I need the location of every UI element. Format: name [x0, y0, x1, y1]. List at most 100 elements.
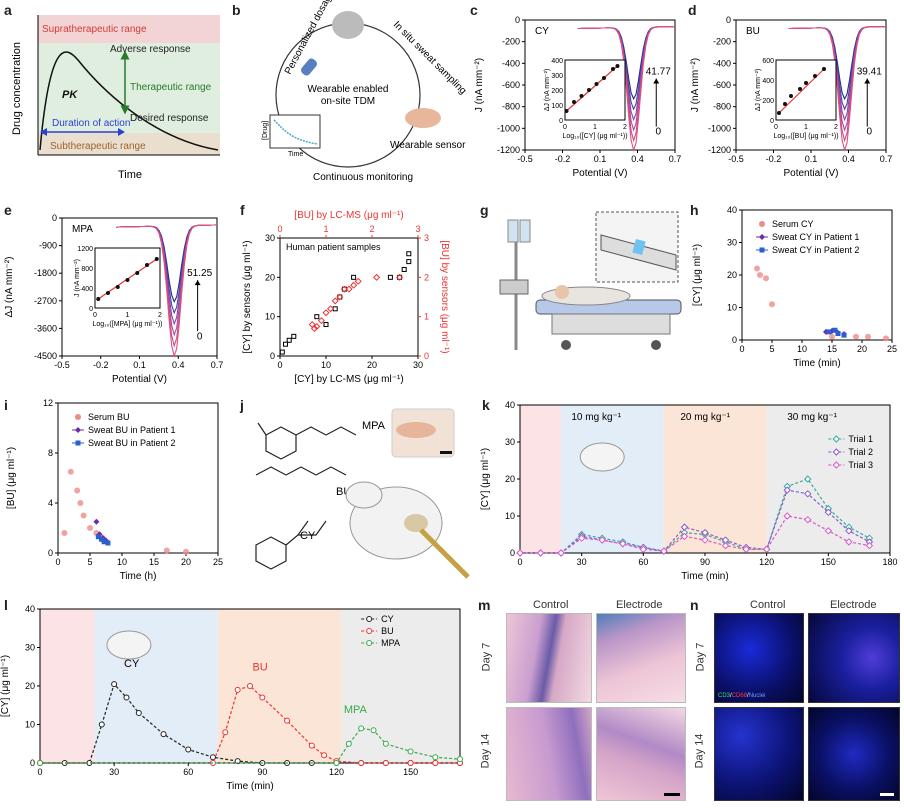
- inset-point: [594, 82, 599, 86]
- data-point: [457, 756, 463, 763]
- bu-point: [313, 322, 321, 331]
- peak-label-mpa: MPA: [344, 704, 368, 716]
- inset-point: [602, 76, 606, 80]
- x-tick-label: 120: [759, 557, 774, 567]
- legend-label: Sweat BU in Patient 1: [88, 425, 176, 435]
- panel-i: i 0 5 10 15 20 25 0 4 8 12 Time (h) [BU] (μg ml⁻¹) S…: [0, 395, 230, 590]
- data-point: [370, 727, 377, 734]
- x-axis-label: Potential (V): [783, 168, 838, 179]
- sub-label: Subtherapeutic range: [50, 141, 146, 152]
- scale-bar: [880, 793, 894, 796]
- inset-x-tick-label: 0: [563, 124, 567, 131]
- panel-label: n: [690, 597, 699, 613]
- y-tick-label: 30: [25, 643, 35, 653]
- data-point: [160, 731, 167, 738]
- x2-tick-label: 0: [277, 224, 282, 234]
- cy-point: [286, 337, 292, 343]
- adverse-label: Adverse response: [110, 44, 191, 55]
- y-tick-label: 4: [48, 498, 53, 508]
- y-axis-label: [BU] (μg ml⁻¹): [6, 447, 17, 509]
- x-tick-label: 25: [213, 557, 223, 567]
- y-tick-label: -1200: [708, 145, 731, 155]
- y-tick-label: 0: [52, 213, 57, 223]
- legend-marker: [366, 616, 373, 622]
- legend-label: BU: [381, 626, 394, 636]
- mpa-structure: [257, 422, 357, 460]
- x-tick-label: 90: [700, 557, 710, 567]
- data-point: [865, 541, 874, 550]
- histology-control-day7: [506, 613, 592, 703]
- legend-marker: [832, 435, 841, 443]
- y-axis-label: ΔJ (nA mm⁻²): [4, 257, 15, 318]
- chart-c: -0.5 -0.2 0.1 0.4 0.7 0 -200 -400 -600 -800 -1000 -…: [474, 15, 681, 179]
- serum-point: [87, 525, 93, 531]
- x2-tick-label: 1: [323, 224, 328, 234]
- y-tick-label: 10: [25, 720, 35, 730]
- legend-marker: [832, 448, 841, 456]
- x-tick-label: 30: [109, 767, 119, 777]
- series-line: [520, 489, 870, 554]
- y-axis-label: J (nA mm⁻²): [690, 58, 701, 112]
- panel-label: l: [4, 597, 8, 613]
- arrow-top-label: 39.41: [857, 67, 882, 78]
- peak-label-cy: CY: [124, 658, 140, 670]
- serum-point: [61, 530, 68, 536]
- data-point: [804, 490, 812, 498]
- data-point: [804, 475, 812, 483]
- serum-point: [163, 547, 170, 554]
- x-tick-label: 0.4: [842, 154, 855, 164]
- panel-label: c: [470, 2, 478, 18]
- data-point: [111, 681, 118, 688]
- cy-point: [314, 314, 320, 320]
- inset-x-tick-label: 1: [126, 312, 130, 319]
- x-tick-label: 5: [769, 344, 774, 354]
- patient2-point: [826, 329, 832, 335]
- x-tick-label: 10: [797, 344, 807, 354]
- y-tick-label: 0: [30, 758, 35, 768]
- patient2-point: [95, 534, 101, 540]
- cy-point: [401, 266, 407, 272]
- data-point: [804, 515, 812, 524]
- panel-label: k: [482, 397, 490, 413]
- electrode-header: Electrode: [616, 599, 663, 611]
- serum-point: [754, 265, 760, 272]
- legend-label: Sweat CY in Patient 1: [772, 232, 859, 242]
- inset-point: [154, 257, 159, 261]
- inset-point: [813, 74, 817, 78]
- inset-point: [125, 278, 130, 282]
- data-point: [407, 760, 414, 766]
- panel-label: f: [240, 202, 245, 218]
- bu-structure: [255, 466, 347, 476]
- inset-x-tick-label: 2: [158, 312, 162, 319]
- stain-cd68: CD68: [731, 693, 748, 699]
- y-tick-label: 0: [726, 15, 731, 25]
- inset-point: [611, 67, 615, 71]
- stain-nuclei: Nuclei: [748, 693, 766, 699]
- y-tick-label: 40: [505, 400, 515, 410]
- data-point: [598, 536, 606, 544]
- patient2-point: [841, 332, 847, 338]
- bu-point: [322, 309, 330, 317]
- serum-point: [883, 335, 889, 342]
- panel-n: n Control Electrode Day 7 Day 14 CD3/CD6…: [690, 595, 904, 807]
- x-tick-label: 20: [367, 360, 377, 370]
- x-tick-label: -0.2: [93, 360, 109, 370]
- x-axis-label: Time (min): [681, 571, 728, 582]
- inset-point: [615, 64, 620, 68]
- panel-label: i: [4, 397, 8, 413]
- bu-point: [317, 317, 325, 325]
- inset-y-tick-label: 100: [551, 103, 563, 110]
- analyte-name: MPA: [72, 224, 93, 235]
- day7-label: Day 7: [480, 642, 493, 672]
- data-point: [259, 694, 266, 701]
- legend-marker: [366, 640, 373, 646]
- panel-c: c -0.5 -0.2 0.1 0.4 0.7 0 -200 -400 -600 -800 -100…: [470, 0, 685, 195]
- day7-label: Day 7: [694, 642, 707, 672]
- immuno-electrode-day7: [808, 613, 900, 703]
- time-axis-label: Time: [288, 151, 303, 158]
- panel-k: k 0 30 60 90 120 150 180 0 10 20 30 40 Time (min) [CY…: [480, 395, 904, 595]
- x-axis-label: Time (min): [226, 781, 273, 792]
- data-point: [98, 721, 105, 728]
- y-tick-label: 10: [505, 511, 515, 521]
- cy-point: [387, 274, 393, 280]
